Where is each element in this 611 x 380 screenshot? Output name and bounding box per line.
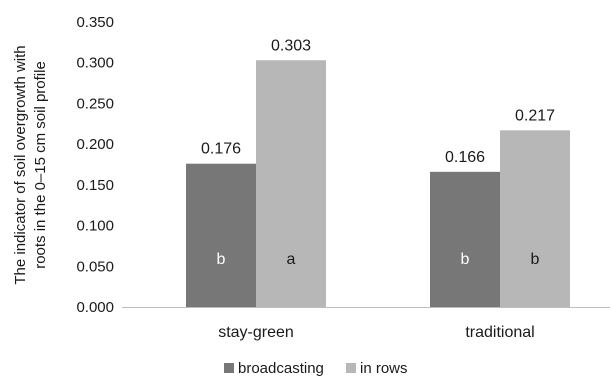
legend: broadcasting in rows — [224, 360, 408, 377]
data-label: 0.217 — [515, 107, 555, 124]
y-tick-label: 0.150 — [76, 177, 114, 194]
data-label: 0.176 — [201, 141, 241, 158]
x-tick-label: stay-green — [218, 324, 294, 341]
y-axis-title: The indicator of soil overgrowth with ro… — [12, 45, 49, 284]
y-tick-label: 0.250 — [76, 95, 114, 112]
y-tick-label: 0.100 — [76, 218, 114, 235]
significance-letter: b — [461, 251, 470, 268]
x-tick-label: traditional — [465, 324, 534, 341]
y-tick-label: 0.050 — [76, 258, 114, 275]
data-label: 0.166 — [445, 149, 485, 166]
legend-swatch — [346, 363, 356, 373]
y-tick-label: 0.000 — [76, 299, 114, 316]
legend-swatch — [224, 363, 234, 373]
bars: 0.176 b 0.166 b 0.303 a 0.217 b — [186, 37, 570, 308]
y-axis-title-line-1: The indicator of soil overgrowth with — [12, 45, 29, 284]
legend-label: in rows — [360, 360, 408, 377]
y-axis-ticks: 0.000 0.050 0.100 0.150 0.200 0.250 0.300 0.350 — [76, 14, 114, 316]
significance-letter: b — [531, 251, 540, 268]
bar-in-rows-stay-green — [256, 60, 326, 308]
y-tick-label: 0.350 — [76, 14, 114, 31]
y-tick-label: 0.200 — [76, 136, 114, 153]
bar-broadcasting-stay-green — [186, 163, 256, 307]
significance-letter: b — [217, 251, 226, 268]
legend-label: broadcasting — [238, 360, 324, 377]
significance-letter: a — [287, 251, 296, 268]
x-axis-labels: stay-green traditional — [218, 324, 534, 341]
y-axis-title-line-2: roots in the 0–15 cm soil profile — [32, 61, 49, 269]
y-tick-label: 0.300 — [76, 55, 114, 72]
data-label: 0.303 — [271, 37, 311, 54]
bar-broadcasting-traditional — [430, 171, 500, 307]
bar-in-rows-traditional — [500, 130, 570, 307]
